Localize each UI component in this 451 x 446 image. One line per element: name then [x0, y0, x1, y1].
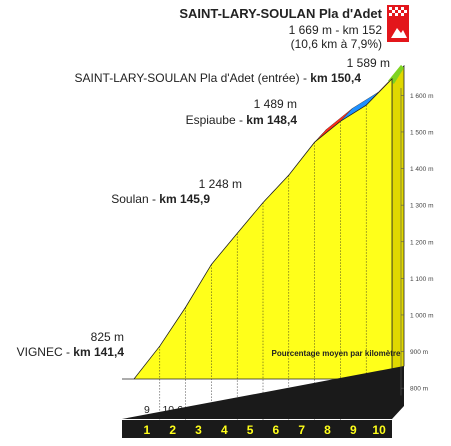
average-gradient-caption: Pourcentage moyen par kilomètre	[272, 349, 401, 358]
km-tick-label: 2	[169, 423, 176, 437]
altitude-tick-label: 1 200 m	[410, 239, 434, 246]
altitude-tick-label: 900 m	[410, 349, 428, 356]
waypoint-name-label: Soulan - km 145,9	[111, 192, 210, 206]
waypoint-name-label: Espiaube - km 148,4	[186, 113, 298, 127]
waypoint-altitude-label: 1 589 m	[347, 56, 390, 70]
km-tick-label: 6	[273, 423, 280, 437]
waypoint-km: km 150,4	[310, 71, 361, 85]
km-tick-label: 4	[221, 423, 228, 437]
altitude-tick-label: 800 m	[410, 386, 428, 393]
plot-area: 910,611,78,58,47,595,74,47,212345678910	[122, 64, 405, 438]
km-tick-label: 7	[298, 423, 305, 437]
base-band	[122, 420, 392, 438]
altitude-tick-label: 1 600 m	[410, 93, 434, 100]
altitude-tick-label: 1 100 m	[410, 276, 434, 283]
waypoint-km: km 141,4	[73, 345, 124, 359]
profile-area-front	[122, 77, 393, 380]
km-tick-label: 3	[195, 423, 202, 437]
summit-altitude-label: 1 669 m - km 152	[289, 23, 383, 37]
waypoint-name: SAINT-LARY-SOULAN Pla d'Adet (entrée) -	[75, 71, 311, 85]
km-tick-label: 9	[350, 423, 357, 437]
waypoint-name: Soulan -	[111, 192, 159, 206]
altitude-axis: 1 600 m 1 500 m 1 400 m 1 300 m 1 200 m 1 100…	[400, 88, 434, 396]
km-tick-label: 8	[324, 423, 331, 437]
km-tick-label: 5	[247, 423, 254, 437]
waypoint-name-label: VIGNEC - km 141,4	[17, 345, 125, 359]
waypoint-name-label: SAINT-LARY-SOULAN Pla d'Adet (entrée) - …	[75, 71, 362, 85]
altitude-tick-label: 1 000 m	[410, 312, 434, 319]
waypoint-altitude-label: 1 248 m	[199, 177, 242, 191]
km-tick-label: 10	[372, 423, 386, 437]
altitude-tick-label: 1 400 m	[410, 166, 434, 173]
chart-title: SAINT-LARY-SOULAN Pla d'Adet	[179, 6, 382, 21]
altitude-tick-label: 1 500 m	[410, 129, 434, 136]
altitude-tick-label: 1 300 m	[410, 203, 434, 210]
waypoint-altitude-label: 825 m	[91, 330, 124, 344]
waypoint-km: km 148,4	[246, 113, 297, 127]
profile-depth-face	[391, 64, 405, 381]
base-band-depth	[122, 366, 404, 419]
waypoint-name: VIGNEC -	[17, 345, 74, 359]
waypoint-km: km 145,9	[159, 192, 210, 206]
grade-label: 9	[144, 404, 150, 416]
km-tick-label: 1	[144, 423, 151, 437]
finish-flag-icon	[387, 5, 409, 42]
waypoint-name: Espiaube -	[186, 113, 247, 127]
waypoint-altitude-label: 1 489 m	[254, 97, 297, 111]
summit-climb-summary: (10,6 km à 7,9%)	[291, 37, 382, 51]
